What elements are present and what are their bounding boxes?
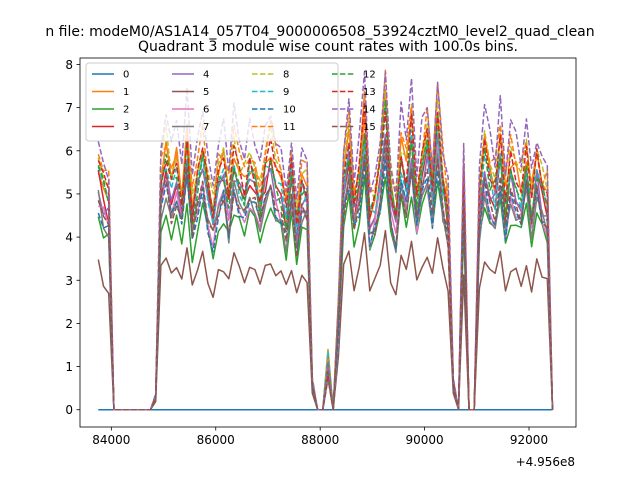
legend-label-14: 14 (363, 105, 376, 116)
chart-title: Quadrant 3 module wise count rates with … (138, 39, 518, 55)
legend-label-12: 12 (363, 70, 376, 81)
y-tick-label: 0 (65, 403, 73, 417)
y-tick-label: 3 (65, 274, 73, 288)
legend-label-4: 4 (203, 70, 209, 81)
x-tick-label: 86000 (197, 433, 235, 447)
legend-label-5: 5 (203, 87, 209, 98)
legend-label-7: 7 (203, 122, 209, 133)
axes-frame (79, 57, 577, 428)
legend-label-3: 3 (123, 122, 129, 133)
legend-label-1: 1 (123, 87, 129, 98)
figure-suptitle: n file: modeM0/AS1A14_057T04_9000006508_… (45, 24, 594, 40)
x-tick-label: 90000 (405, 433, 443, 447)
series-line-15 (97, 137, 554, 411)
legend-label-11: 11 (283, 122, 296, 133)
legend-label-10: 10 (283, 105, 296, 116)
legend-label-2: 2 (123, 105, 129, 116)
x-tick-label: 92000 (510, 433, 548, 447)
y-tick-label: 5 (65, 187, 73, 201)
legend-label-8: 8 (283, 70, 289, 81)
x-offset-label: +4.956e8 (516, 455, 575, 469)
legend-box (85, 62, 339, 142)
x-tick-label: 88000 (301, 433, 339, 447)
y-tick-label: 2 (65, 317, 73, 331)
legend-label-0: 0 (123, 70, 129, 81)
x-tick-label: 84000 (92, 433, 130, 447)
y-tick-label: 7 (65, 101, 73, 115)
series-line-8 (97, 89, 554, 411)
legend-label-9: 9 (283, 87, 289, 98)
legend-label-15: 15 (363, 122, 376, 133)
legend-label-6: 6 (203, 105, 209, 116)
y-tick-label: 6 (65, 144, 73, 158)
legend-label-13: 13 (363, 87, 376, 98)
y-tick-label: 4 (65, 231, 73, 245)
y-tick-label: 8 (65, 58, 73, 72)
y-tick-label: 1 (65, 360, 73, 374)
